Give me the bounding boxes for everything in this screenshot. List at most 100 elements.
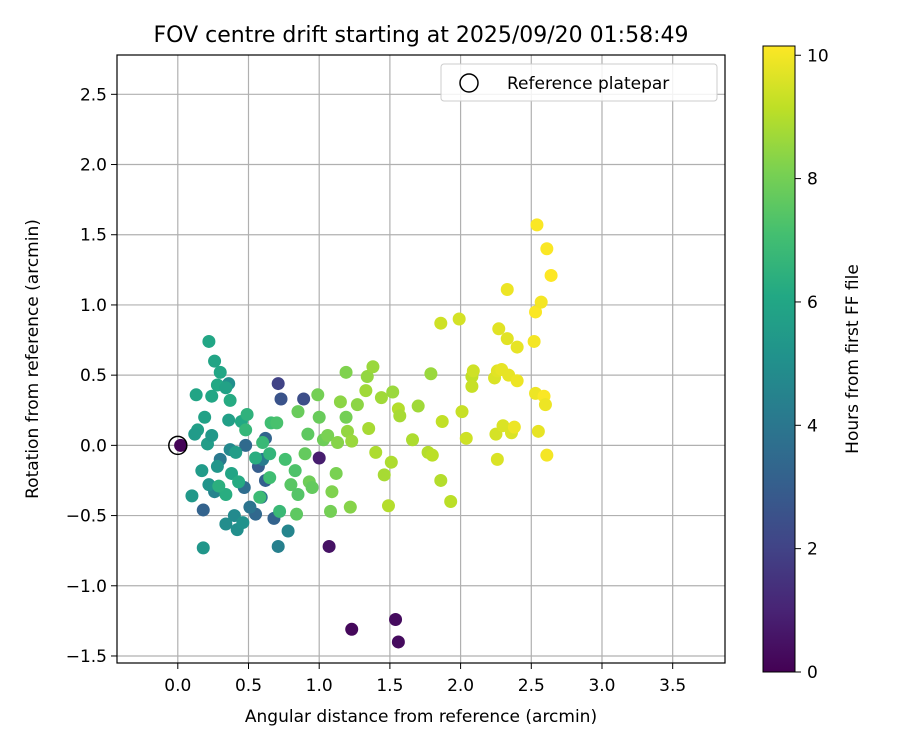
colorbar-tick-label: 10 (807, 46, 829, 66)
y-axis-label: Rotation from reference (arcmin) (23, 219, 43, 499)
data-point (281, 524, 295, 538)
y-axis-ticks: −1.5 −1.0 −0.5 0.0 0.5 1.0 1.5 2.0 2.5 (66, 85, 117, 667)
data-point (311, 388, 325, 402)
legend: Reference platepar (440, 63, 718, 102)
data-point (544, 268, 558, 282)
data-point (219, 517, 233, 531)
data-point (284, 478, 298, 492)
colorbar-tick-label: 6 (807, 293, 818, 313)
data-point (339, 410, 353, 424)
data-point (263, 447, 277, 461)
data-point (222, 413, 236, 427)
data-point (510, 340, 524, 354)
y-tick-label: 0.5 (80, 366, 107, 386)
x-tick-label: 3.5 (659, 676, 686, 696)
data-point (425, 448, 439, 462)
data-point (455, 405, 469, 419)
chart-title: FOV centre drift starting at 2025/09/20 … (154, 23, 689, 48)
data-point (202, 478, 216, 492)
data-point (490, 452, 504, 466)
data-point (411, 399, 425, 413)
data-point (374, 391, 388, 405)
y-tick-label: 1.5 (80, 226, 107, 246)
data-point (465, 379, 479, 393)
data-point (210, 459, 224, 473)
plot-frame (116, 54, 726, 664)
x-tick-label: 1.0 (306, 676, 333, 696)
data-point (531, 424, 545, 438)
data-point (540, 448, 554, 462)
data-point (196, 541, 210, 555)
y-tick-label: −1.0 (66, 577, 107, 597)
data-point (223, 393, 237, 407)
data-point (290, 507, 304, 521)
data-point (198, 410, 212, 424)
data-point (312, 410, 326, 424)
data-point (185, 489, 199, 503)
colorbar-tick-label: 8 (807, 170, 818, 190)
data-point (540, 242, 554, 256)
x-tick-label: 1.5 (376, 676, 403, 696)
data-point (434, 473, 448, 487)
data-point (189, 388, 203, 402)
data-point (384, 455, 398, 469)
legend-box (440, 63, 718, 102)
data-point (366, 360, 380, 374)
colorbar-label: Hours from first FF file (843, 264, 863, 454)
data-point (534, 295, 548, 309)
data-point (333, 395, 347, 409)
data-point (229, 445, 243, 459)
data-point (205, 429, 219, 443)
data-point (288, 464, 302, 478)
data-point (459, 431, 473, 445)
data-point (340, 424, 354, 438)
colorbar-ticks: 0 2 4 6 8 10 (795, 46, 829, 683)
legend-marker (459, 73, 479, 93)
grid (117, 55, 725, 663)
data-point (321, 429, 335, 443)
x-axis-ticks: 0.0 0.5 1.0 1.5 2.0 2.5 3.0 3.5 (164, 663, 686, 696)
data-point (219, 381, 233, 395)
data-point (325, 485, 339, 499)
data-point (213, 365, 227, 379)
data-point (435, 414, 449, 428)
data-point (492, 322, 506, 336)
data-point (444, 495, 458, 509)
data-point (359, 384, 373, 398)
data-point (452, 312, 466, 326)
y-tick-label: 1.0 (80, 296, 107, 316)
data-point (174, 438, 188, 452)
reference-platepar-marker (168, 435, 188, 456)
data-point (339, 365, 353, 379)
colorbar: 0 2 4 6 8 10 Hours from first FF file (762, 45, 863, 683)
data-point (271, 377, 285, 391)
data-point (301, 427, 315, 441)
data-point (393, 409, 407, 423)
data-point (381, 499, 395, 513)
data-point (331, 436, 345, 450)
data-point (291, 488, 305, 502)
data-point (240, 407, 254, 421)
data-point (386, 385, 400, 399)
data-point (243, 500, 257, 514)
data-point (239, 438, 253, 452)
y-tick-label: −1.5 (66, 647, 107, 667)
data-point (278, 452, 292, 466)
data-point (466, 364, 480, 378)
data-point (196, 503, 210, 517)
data-point (406, 433, 420, 447)
data-point (500, 332, 514, 346)
y-tick-label: −0.5 (66, 507, 107, 527)
colorbar-tick-label: 4 (807, 416, 818, 436)
data-point (195, 464, 209, 478)
data-points (174, 218, 558, 649)
data-point (273, 504, 287, 518)
data-point (263, 471, 277, 485)
data-point (507, 420, 521, 434)
data-point (329, 466, 343, 480)
colorbar-tick-label: 2 (807, 540, 818, 560)
data-point (322, 539, 336, 553)
data-point (205, 389, 219, 403)
colorbar-gradient (762, 45, 796, 673)
data-point (529, 305, 543, 319)
